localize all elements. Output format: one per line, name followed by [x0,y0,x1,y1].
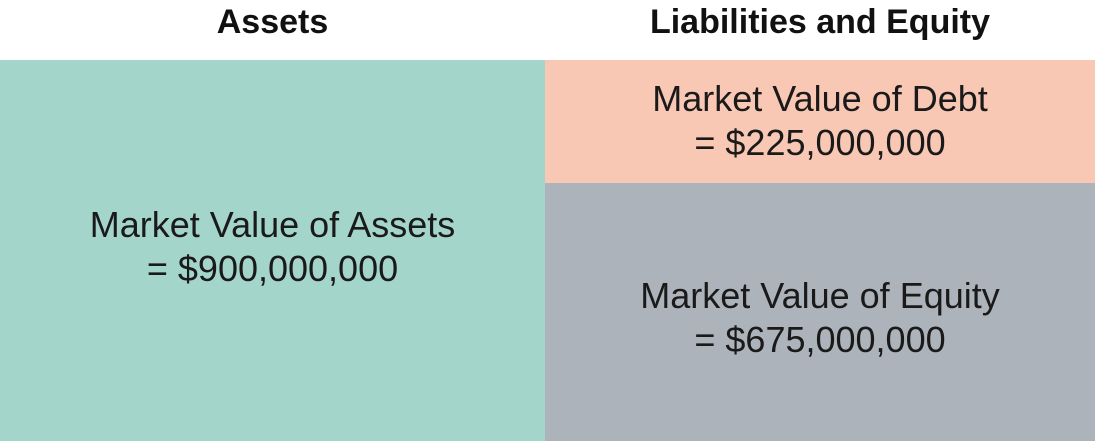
liabilities-equity-header: Liabilities and Equity [649,3,991,41]
assets-block: Market Value of Assets = $900,000,000 [0,60,545,441]
equity-value: = $675,000,000 [694,319,946,360]
debt-value: = $225,000,000 [694,121,946,163]
assets-value: = $900,000,000 [146,247,399,289]
debt-label: Market Value of Debt [652,77,988,119]
equity-label: Market Value of Equity [640,275,1000,316]
assets-label: Market Value of Assets [89,203,456,245]
equity-block: Market Value of Equity = $675,000,000 [545,183,1095,441]
assets-header: Assets [216,3,329,41]
debt-block: Market Value of Debt = $225,000,000 [545,60,1095,183]
